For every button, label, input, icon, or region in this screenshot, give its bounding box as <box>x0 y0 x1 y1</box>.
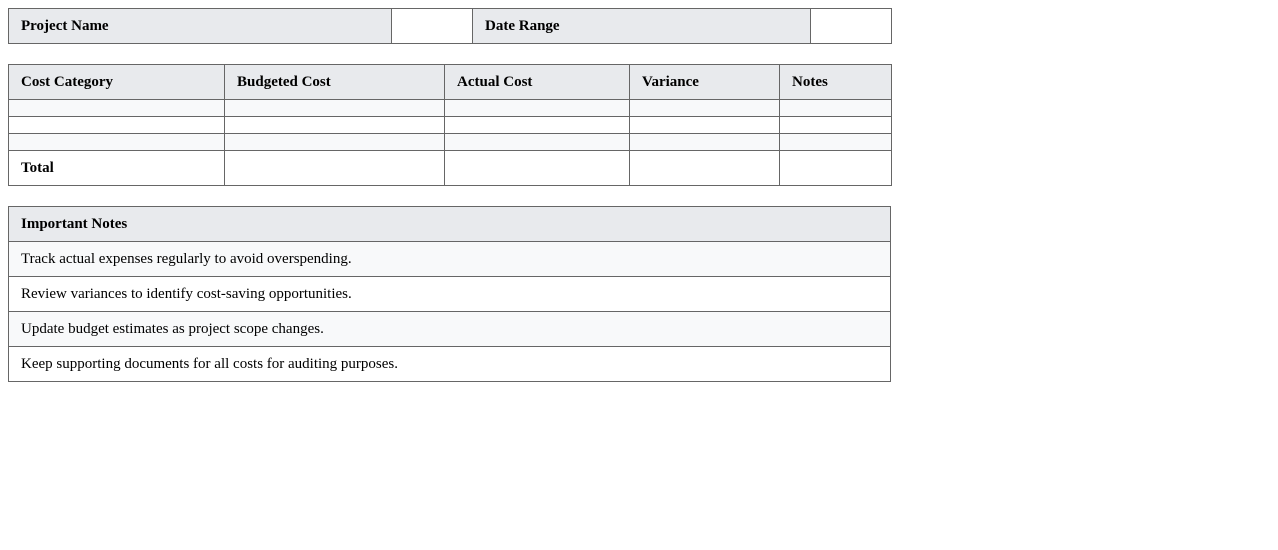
header-budgeted-cost: Budgeted Cost <box>224 64 445 100</box>
total-actual[interactable] <box>444 150 630 186</box>
cell[interactable] <box>779 133 892 151</box>
total-budgeted[interactable] <box>224 150 445 186</box>
header-cost-category: Cost Category <box>8 64 225 100</box>
cost-table: Cost Category Budgeted Cost Actual Cost … <box>8 64 892 186</box>
cell[interactable] <box>8 133 225 151</box>
notes-title: Important Notes <box>8 206 891 242</box>
cell[interactable] <box>629 133 780 151</box>
table-row <box>8 133 892 151</box>
total-variance[interactable] <box>629 150 780 186</box>
project-name-label: Project Name <box>8 8 392 44</box>
total-label: Total <box>8 150 225 186</box>
cell[interactable] <box>224 133 445 151</box>
cell[interactable] <box>444 133 630 151</box>
note-item: Update budget estimates as project scope… <box>8 311 891 347</box>
cell[interactable] <box>8 99 225 117</box>
cell[interactable] <box>779 99 892 117</box>
date-range-label: Date Range <box>472 8 811 44</box>
table-row <box>8 99 892 117</box>
header-actual-cost: Actual Cost <box>444 64 630 100</box>
total-row: Total <box>8 150 892 186</box>
cell[interactable] <box>224 99 445 117</box>
cell[interactable] <box>779 116 892 134</box>
cell[interactable] <box>629 99 780 117</box>
important-notes-table: Important Notes Track actual expenses re… <box>8 206 891 382</box>
cell[interactable] <box>444 116 630 134</box>
note-item: Review variances to identify cost-saving… <box>8 276 891 312</box>
cell[interactable] <box>444 99 630 117</box>
project-name-value[interactable] <box>391 8 473 44</box>
cell[interactable] <box>224 116 445 134</box>
table-row <box>8 116 892 134</box>
cell[interactable] <box>629 116 780 134</box>
date-range-value[interactable] <box>810 8 892 44</box>
note-item: Track actual expenses regularly to avoid… <box>8 241 891 277</box>
note-item: Keep supporting documents for all costs … <box>8 346 891 382</box>
project-info-table: Project Name Date Range <box>8 8 892 44</box>
cell[interactable] <box>8 116 225 134</box>
total-notes[interactable] <box>779 150 892 186</box>
cost-table-header: Cost Category Budgeted Cost Actual Cost … <box>8 64 892 100</box>
header-notes: Notes <box>779 64 892 100</box>
header-variance: Variance <box>629 64 780 100</box>
